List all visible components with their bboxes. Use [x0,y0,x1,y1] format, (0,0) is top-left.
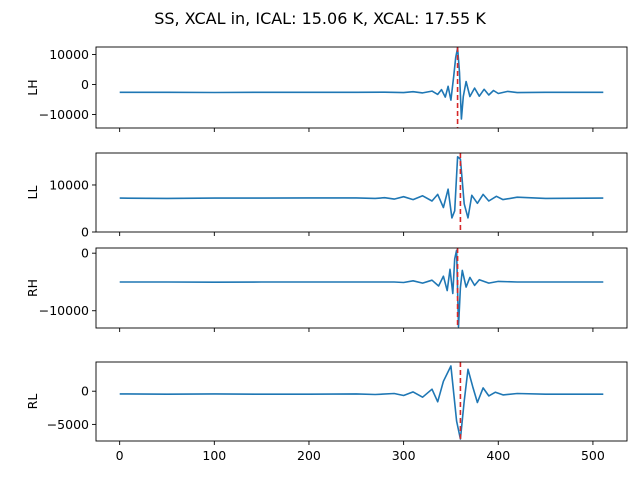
y-tick-label: −10000 [39,107,89,122]
y-tick-label: −10000 [39,303,89,318]
series-line-lh [119,47,604,120]
y-tick-label: 10000 [49,177,89,192]
y-axis-label: RL [25,394,40,410]
subplot-rh: −10000 0 RH [25,246,628,332]
y-tick-label: −5000 [47,417,89,432]
subplot-lh: −10000 0 10000 LH [25,46,628,132]
chart-title: SS, XCAL in, ICAL: 15.06 K, XCAL: 17.55 … [154,9,486,28]
y-tick-label: 0 [81,384,89,399]
y-tick-label: 10000 [49,47,89,62]
y-tick-label: 0 [81,246,89,261]
y-axis-label: LH [25,79,40,95]
x-tick-label: 200 [297,448,321,463]
y-axis-label: RH [25,279,40,297]
y-tick-label: 0 [81,225,89,240]
axes-frame [95,46,628,129]
x-tick-label: 400 [486,448,510,463]
series-line-rl [119,365,604,440]
subplot-rl: −5000 0 RL [25,361,628,445]
x-tick-label: 100 [202,448,226,463]
x-tick-label: 300 [392,448,416,463]
y-tick-label: 0 [81,77,89,92]
x-tick-label: 0 [116,448,124,463]
y-axis-label: LL [25,186,40,200]
series-line-rh [119,249,604,328]
axes-frame [95,247,628,329]
subplots: −10000 0 10000 LH 0 10000 LL −10000 0 RH −5000 0 RL [25,46,628,445]
x-tick-label: 500 [581,448,605,463]
subplot-ll: 0 10000 LL [25,152,628,240]
series-line-ll [119,156,604,219]
axes-frame [95,361,628,442]
axes-frame [95,152,628,233]
shared-x-axis: 0 100 200 300 400 500 [116,448,605,463]
